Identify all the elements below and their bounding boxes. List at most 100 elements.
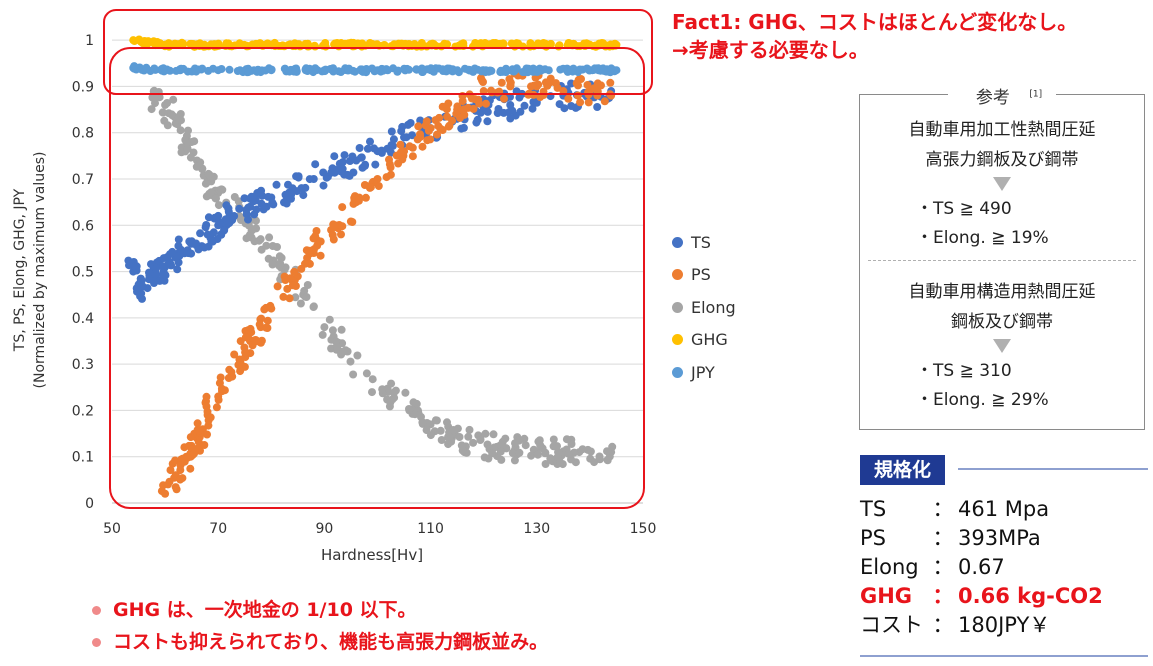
point-ps: [279, 292, 288, 301]
point-ts: [346, 157, 354, 165]
point-elong: [184, 126, 192, 135]
x-tick-label: 90: [315, 521, 333, 537]
point-elong: [163, 99, 172, 107]
point-ps: [236, 367, 245, 376]
y-tick-label: 0.1: [72, 450, 94, 466]
point-ps: [583, 81, 592, 89]
fact1-callout: Fact1: GHG、コストはほとんど変化なし。 →考慮する必要なし。: [672, 8, 1077, 64]
point-elong: [275, 252, 284, 261]
point-jpy: [344, 65, 353, 74]
point-ps: [386, 170, 395, 179]
point-ts: [201, 223, 210, 232]
point-ps: [203, 430, 211, 439]
point-elong: [333, 343, 342, 352]
point-elong: [521, 441, 530, 450]
point-ps: [482, 99, 490, 108]
point-elong: [533, 450, 542, 459]
point-elong: [590, 458, 599, 467]
point-ps: [475, 99, 484, 108]
point-ps: [337, 230, 345, 239]
highlight-box-ghg-jpy: [103, 9, 653, 95]
point-ps: [202, 392, 211, 401]
point-ts: [404, 120, 412, 129]
point-ghg: [177, 38, 186, 47]
fact1-line1: Fact1: GHG、コストはほとんど変化なし。: [672, 10, 1078, 34]
point-elong: [378, 385, 387, 394]
y-tick-label: 0.5: [72, 265, 94, 281]
point-ts: [173, 265, 182, 274]
point-ps: [413, 135, 422, 144]
highlight-box-ts-ps-elong: [109, 47, 645, 509]
point-jpy: [575, 65, 584, 74]
point-elong: [181, 135, 190, 144]
point-ps: [414, 122, 423, 131]
point-elong: [489, 430, 498, 439]
point-elong: [387, 379, 396, 388]
point-ts: [483, 117, 492, 126]
point-elong: [480, 453, 489, 462]
point-ps: [405, 142, 414, 151]
point-ts: [515, 93, 524, 102]
point-ps: [434, 121, 443, 130]
point-ts: [371, 160, 380, 169]
point-elong: [469, 438, 478, 447]
point-elong: [320, 323, 329, 332]
x-tick-label: 70: [209, 521, 227, 537]
point-ts: [340, 151, 349, 160]
bullet-icon: [92, 605, 101, 615]
point-elong: [309, 302, 318, 311]
point-jpy: [291, 66, 299, 75]
legend-item-elong: Elong: [672, 291, 736, 324]
spec-key: TS: [860, 497, 887, 521]
legend-marker-jpy: [672, 366, 683, 378]
point-elong: [536, 441, 545, 450]
point-ts: [215, 217, 224, 226]
point-ps: [290, 267, 299, 276]
point-ps: [348, 218, 357, 226]
point-elong: [183, 144, 192, 153]
point-ts: [284, 180, 292, 189]
point-ps: [338, 222, 347, 231]
point-ghg: [390, 40, 399, 49]
spec-row-elong: Elong ： 0.67: [860, 553, 1103, 582]
point-ps: [487, 88, 496, 97]
point-ghg: [514, 39, 523, 48]
point-ghg: [130, 37, 139, 45]
reference-block1-heading-line2: 高張力鋼板及び鋼帯: [925, 150, 1079, 170]
point-ps: [564, 94, 573, 103]
point-ts: [529, 98, 538, 106]
point-elong: [318, 330, 327, 339]
point-elong: [436, 426, 445, 435]
y-tick-label: 0: [85, 496, 94, 512]
point-elong: [250, 237, 259, 246]
point-jpy: [426, 64, 435, 73]
point-ps: [329, 220, 338, 229]
point-ps: [572, 79, 581, 88]
point-elong: [252, 216, 260, 225]
point-ps: [551, 79, 560, 88]
point-elong: [564, 449, 573, 458]
point-ts: [499, 108, 508, 117]
point-ts: [225, 219, 234, 228]
point-ps: [195, 426, 204, 435]
point-elong: [163, 121, 172, 130]
point-ts: [520, 101, 529, 110]
point-ghg: [442, 40, 451, 49]
point-ts: [508, 106, 517, 115]
point-elong: [464, 432, 473, 441]
spec-key: Elong: [860, 555, 919, 579]
chart-legend: TS PS Elong GHG JPY: [672, 226, 736, 389]
reference-block2-req1: ・TS ≧ 310: [916, 361, 1012, 381]
note-item: GHG は、一次地金の 1/10 以下。: [92, 594, 548, 626]
spec-colon: ：: [932, 613, 954, 637]
legend-item-ghg: GHG: [672, 324, 736, 357]
point-ghg: [321, 42, 330, 51]
point-ps: [297, 264, 306, 273]
point-jpy: [382, 65, 391, 74]
point-ps: [600, 97, 609, 106]
point-elong: [603, 447, 611, 456]
point-ps: [534, 80, 543, 89]
point-ps: [255, 320, 264, 329]
spec-key: コスト: [860, 613, 923, 637]
point-ps: [458, 97, 467, 106]
